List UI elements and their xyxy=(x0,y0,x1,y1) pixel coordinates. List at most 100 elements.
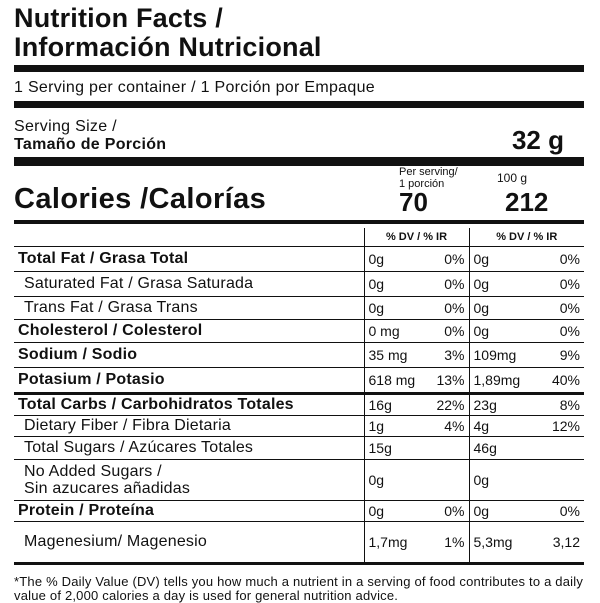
dv-100g: 0% xyxy=(529,500,584,522)
per-serving-header: Per serving/ 1 porción xyxy=(399,166,458,190)
table-row: No Added Sugars / Sin azucares añadidas … xyxy=(14,459,584,501)
dv-100g: 0% xyxy=(529,271,584,297)
amount-serving: 0g xyxy=(363,271,424,297)
nutrient-name: Trans Fat / Grasa Trans xyxy=(14,296,364,320)
table-row: Protein / Proteína 0g 0% 0g 0% xyxy=(14,500,584,522)
dv-100g xyxy=(529,436,584,460)
per-serving-header-en: Per serving/ xyxy=(399,166,458,178)
amount-100g: 109mg xyxy=(468,342,529,368)
divider-medium xyxy=(14,220,584,224)
nutrient-name: Dietary Fiber / Fibra Dietaria xyxy=(14,415,364,437)
table-row: Total Sugars / Azúcares Totales 15g 46g xyxy=(14,436,584,460)
nutrient-name: Protein / Proteína xyxy=(14,500,364,522)
calories-per-serving: 70 xyxy=(399,187,428,217)
amount-100g: 0g xyxy=(468,271,529,297)
serving-size-label: Serving Size / Tamaño de Porción xyxy=(14,118,166,154)
amount-100g: 46g xyxy=(468,436,529,460)
amount-serving: 0g xyxy=(363,459,424,501)
nutrient-name: Potasium / Potasio xyxy=(14,367,364,395)
amount-serving: 0g xyxy=(363,296,424,320)
nutrient-name: No Added Sugars / Sin azucares añadidas xyxy=(14,459,364,501)
amount-100g: 0g xyxy=(468,296,529,320)
table-row: Dietary Fiber / Fibra Dietaria 1g 4% 4g … xyxy=(14,415,584,437)
divider-thick xyxy=(14,65,584,72)
dv-serving: 0% xyxy=(424,500,469,522)
dv-header-row: % DV / % IR % DV / % IR xyxy=(14,228,584,247)
divider-xthick xyxy=(14,157,584,166)
nutrient-name: Total Sugars / Azúcares Totales xyxy=(14,436,364,460)
amount-serving: 16g xyxy=(363,393,424,416)
amount-serving: 0 mg xyxy=(363,319,424,343)
dv-100g: 9% xyxy=(529,342,584,368)
amount-100g: 0g xyxy=(468,500,529,522)
amount-serving: 35 mg xyxy=(363,342,424,368)
dv-serving: 0% xyxy=(424,246,469,272)
serving-size-row: Serving Size / Tamaño de Porción 32 g xyxy=(14,114,584,154)
amount-serving: 15g xyxy=(363,436,424,460)
title-es: Información Nutricional xyxy=(14,32,322,62)
dv-100g: 0% xyxy=(529,319,584,343)
amount-100g: 5,3mg xyxy=(468,521,529,565)
calories-block: Per serving/ 1 porción 100 g Calories /C… xyxy=(14,166,584,218)
calories-label: Calories /Calorías xyxy=(14,183,267,215)
amount-100g: 0g xyxy=(468,246,529,272)
table-row: Sodium / Sodio 35 mg 3% 109mg 9% xyxy=(14,342,584,368)
per-100g-header: 100 g xyxy=(497,171,528,185)
dv-serving: 0% xyxy=(424,319,469,343)
divider-thick xyxy=(14,101,584,108)
table-row: Potasium / Potasio 618 mg 13% 1,89mg 40% xyxy=(14,367,584,395)
amount-serving: 0g xyxy=(363,500,424,522)
amount-100g: 0g xyxy=(468,319,529,343)
dv-serving: 0% xyxy=(424,296,469,320)
dv-100g: 3,12 xyxy=(529,521,584,565)
dv-serving xyxy=(424,436,469,460)
nutrient-name: Total Fat / Grasa Total xyxy=(14,246,364,272)
nutrient-name-es: Sin azucares añadidas xyxy=(24,480,191,497)
footnote: *The % Daily Value (DV) tells you how mu… xyxy=(14,574,584,603)
dv-100g: 0% xyxy=(529,246,584,272)
table-row: Total Fat / Grasa Total 0g 0% 0g 0% xyxy=(14,246,584,272)
dv-header-100g: % DV / % IR xyxy=(468,228,584,247)
table-row: Saturated Fat / Grasa Saturada 0g 0% 0g … xyxy=(14,271,584,297)
dv-100g xyxy=(529,459,584,501)
amount-serving: 1g xyxy=(363,415,424,437)
dv-100g: 40% xyxy=(529,367,584,395)
dv-100g: 0% xyxy=(529,296,584,320)
nutrient-table: % DV / % IR % DV / % IR Total Fat / Gras… xyxy=(14,228,584,565)
dv-serving: 1% xyxy=(424,521,469,565)
amount-100g: 23g xyxy=(468,393,529,416)
table-row: Cholesterol / Colesterol 0 mg 0% 0g 0% xyxy=(14,319,584,343)
table-row: Total Carbs / Carbohidratos Totales 16g … xyxy=(14,393,584,416)
amount-100g: 0g xyxy=(468,459,529,501)
amount-serving: 618 mg xyxy=(363,367,424,395)
nutrient-name: Sodium / Sodio xyxy=(14,342,364,368)
nutrient-name: Total Carbs / Carbohidratos Totales xyxy=(14,393,364,416)
amount-100g: 1,89mg xyxy=(468,367,529,395)
dv-100g: 12% xyxy=(529,415,584,437)
table-row: Magenesium/ Magenesio 1,7mg 1% 5,3mg 3,1… xyxy=(14,521,584,565)
title-en: Nutrition Facts / xyxy=(14,3,223,33)
servings-per-container: 1 Serving per container / 1 Porción por … xyxy=(14,79,375,96)
dv-serving: 0% xyxy=(424,271,469,297)
nutrient-name: Magenesium/ Magenesio xyxy=(14,521,364,565)
nutrient-name: Saturated Fat / Grasa Saturada xyxy=(14,271,364,297)
dv-serving xyxy=(424,459,469,501)
nutrient-name: Cholesterol / Colesterol xyxy=(14,319,364,343)
per-serving-header-es: 1 porción xyxy=(399,178,445,190)
dv-serving: 22% xyxy=(424,393,469,416)
dv-100g: 8% xyxy=(529,393,584,416)
nutrient-name-en: No Added Sugars / xyxy=(24,463,162,480)
dv-serving: 13% xyxy=(424,367,469,395)
dv-serving: 3% xyxy=(424,342,469,368)
table-row: Trans Fat / Grasa Trans 0g 0% 0g 0% xyxy=(14,296,584,320)
serving-size-label-en: Serving Size / xyxy=(14,118,117,135)
amount-serving: 0g xyxy=(363,246,424,272)
dv-serving: 4% xyxy=(424,415,469,437)
amount-100g: 4g xyxy=(468,415,529,437)
amount-serving: 1,7mg xyxy=(363,521,424,565)
serving-size-label-es: Tamaño de Porción xyxy=(14,136,167,153)
serving-size-value: 32 g xyxy=(511,125,564,155)
dv-header-serving: % DV / % IR xyxy=(363,228,469,247)
calories-per-100g: 212 xyxy=(505,187,549,217)
